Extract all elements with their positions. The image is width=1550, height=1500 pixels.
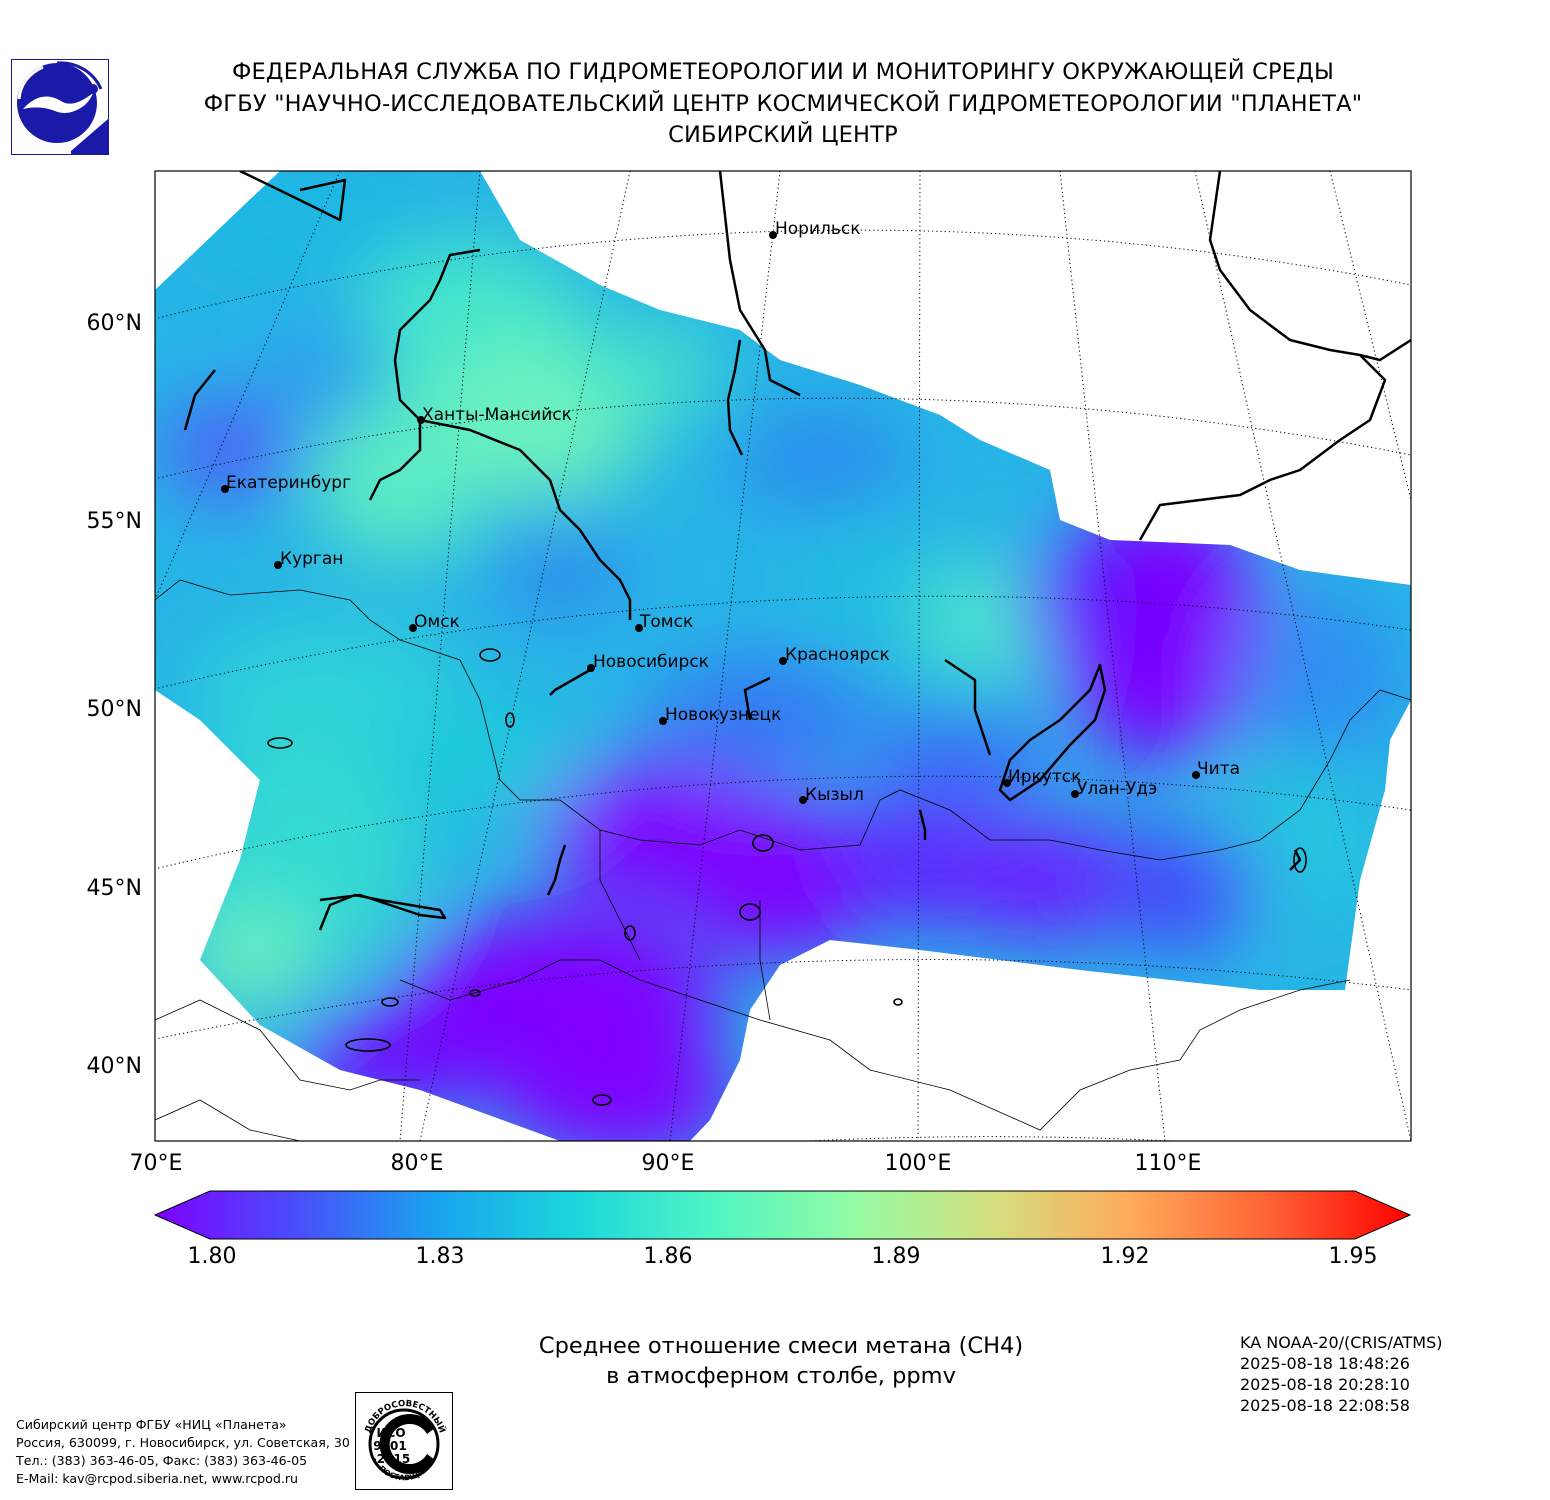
city-label-ekaterinburg: Екатеринбург [226,473,352,493]
borders [155,579,1411,1141]
header-line-1: ФЕДЕРАЛЬНАЯ СЛУЖБА ПО ГИДРОМЕТЕОРОЛОГИИ … [231,59,1335,85]
colorbar [153,1190,1412,1240]
city-label-novosibirsk: Новосибирск [593,652,709,672]
city-label-chita: Чита [1197,759,1241,779]
colorbar-ramp [153,1190,1412,1240]
city-dot-ulan-ude [1071,790,1079,798]
city-label-kurgan: Курган [280,549,344,569]
colorbar-tick-1-80: 1.80 [187,1244,237,1269]
city-label-novokuznetsk: Новокузнецк [665,705,782,725]
city-label-tomsk: Томск [640,612,694,632]
iso-line-1: ИСО [376,1426,405,1440]
header-line-3: СИБИРСКИЙ ЦЕНТР [668,122,898,148]
iso-9001-badge: ДОБРОСОВЕСТНЫЙ ПОСТАВЩИК ИСО 9001 -2015 [355,1392,453,1490]
graticule [155,171,1411,1141]
lat-label-40: 40°N [86,1054,142,1079]
city-label-ulan-ude: Улан-Удэ [1077,779,1158,799]
iso-line-3: -2015 [372,1452,410,1466]
city-markers [221,231,1200,804]
city-dot-norilsk [769,231,777,239]
roshydromet-logo [11,59,109,155]
city-label-kyzyl: Кызыл [805,785,864,805]
map-frame [154,170,1412,1142]
map-canvas [153,170,1412,1240]
caption-line-1: Среднее отношение смеси метана (CH4) [538,1333,1024,1359]
city-dot-novosibirsk [587,664,595,672]
header-line-2: ФГБУ "НАУЧНО-ИССЛЕДОВАТЕЛЬСКИЙ ЦЕНТР КОС… [203,90,1363,117]
city-dot-krasnoyarsk [779,657,787,665]
iso-line-2: 9001 [373,1439,406,1453]
lon-label-90: 90°E [641,1151,695,1176]
city-dot-omsk [409,624,417,632]
contact-line-3: Тел.: (383) 363-46-05, Факс: (383) 363-4… [16,1453,308,1468]
pass-time-2: 2025-08-18 20:28:10 [1240,1375,1410,1394]
satellite-name: KA NOAA-20/(CRIS/ATMS) [1240,1333,1443,1352]
contact-line-2: Россия, 630099, г. Новосибирск, ул. Сове… [16,1435,350,1450]
lat-label-55: 55°N [86,509,142,534]
lon-label-110: 110°E [1134,1151,1202,1176]
city-dot-kyzyl [799,796,807,804]
contact-info: Сибирский центр ФГБУ «НИЦ «Планета» Росс… [16,1416,350,1488]
colorbar-tick-1-89: 1.89 [871,1244,921,1269]
lon-label-70: 70°E [129,1151,183,1176]
agency-header: ФЕДЕРАЛЬНАЯ СЛУЖБА ПО ГИДРОМЕТЕОРОЛОГИИ … [120,57,1446,152]
rivers [183,171,1411,931]
city-label-irkutsk: Иркутск [1008,767,1082,787]
lon-label-80: 80°E [390,1151,444,1176]
city-dot-chita [1192,771,1200,779]
contact-line-4: E-Mail: kav@rcpod.siberia.net, www.rcpod… [16,1471,298,1486]
city-label-khanty-mansiysk: Ханты-Мансийск [422,405,572,425]
contact-line-1: Сибирский центр ФГБУ «НИЦ «Планета» [16,1417,287,1432]
methane-map: 60°N 55°N 50°N 45°N 40°N 70°E 80°E 90°E … [86,170,1412,1240]
colorbar-tick-1-86: 1.86 [643,1244,693,1269]
city-dot-kurgan [274,561,282,569]
colorbar-tick-1-83: 1.83 [415,1244,465,1269]
city-label-krasnoyarsk: Красноярск [785,645,890,665]
city-dot-khanty-mansiysk [417,416,425,424]
city-dot-irkutsk [1003,779,1011,787]
satellite-info: KA NOAA-20/(CRIS/ATMS) 2025-08-18 18:48:… [1240,1332,1443,1416]
lakes [267,648,1307,1106]
pass-time-1: 2025-08-18 18:48:26 [1240,1354,1410,1373]
city-label-norilsk: Норильск [775,219,861,239]
pass-time-3: 2025-08-18 22:08:58 [1240,1396,1410,1415]
caption-line-2: в атмосферном столбе, ppmv [606,1363,956,1389]
city-dot-tomsk [635,624,643,632]
lat-label-50: 50°N [86,697,142,722]
map-caption: Среднее отношение смеси метана (CH4) в а… [420,1331,1142,1391]
lat-label-60: 60°N [86,311,142,336]
colorbar-tick-1-92: 1.92 [1100,1244,1150,1269]
lat-label-45: 45°N [86,876,142,901]
colorbar-tick-1-95: 1.95 [1328,1244,1378,1269]
city-label-omsk: Омск [414,612,460,632]
lon-label-100: 100°E [884,1151,952,1176]
city-dot-novokuznetsk [659,717,667,725]
city-dot-ekaterinburg [221,485,229,493]
